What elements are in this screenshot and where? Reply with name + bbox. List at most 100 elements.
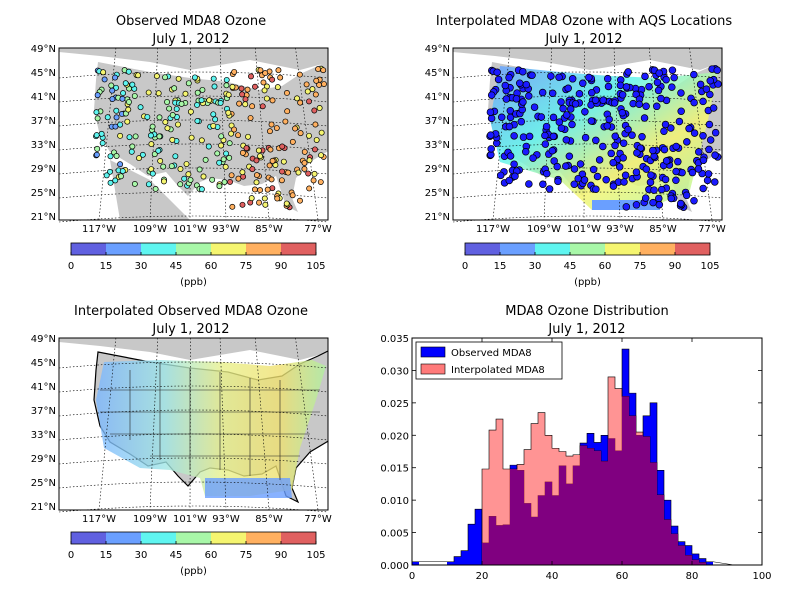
station-marker: [125, 106, 132, 113]
overlap-bar: [496, 525, 503, 565]
overlap-bar: [573, 465, 580, 565]
station-marker: [225, 91, 232, 98]
station-marker: [196, 166, 203, 173]
station-marker: [229, 203, 236, 210]
longitude-labels: 117°W 109°W 101°W 93°W 85°W 77°W: [82, 224, 332, 235]
x-tick-label: 40: [546, 571, 559, 582]
x-tick-label: 80: [686, 571, 699, 582]
station-marker: [235, 132, 241, 139]
longitude-label: 117°W: [82, 224, 116, 235]
parallel-line: [452, 119, 723, 127]
meridian-line: [613, 47, 621, 221]
station-marker: [216, 183, 223, 190]
colorbar-tick-label: 45: [170, 261, 183, 272]
meridian-line: [189, 47, 191, 221]
station-marker: [268, 176, 275, 183]
aqs-station-marker: [525, 92, 533, 100]
overlap-bar: [678, 545, 685, 565]
latitude-label: 21°N: [425, 212, 450, 223]
station-marker: [243, 145, 250, 152]
station-marker: [236, 100, 243, 107]
parallel-line: [452, 143, 723, 151]
station-marker: [316, 105, 323, 111]
station-marker: [107, 153, 114, 160]
station-marker: [295, 169, 302, 176]
meridian-line: [98, 337, 117, 511]
aqs-station-marker: [541, 140, 550, 148]
station-marker: [107, 179, 114, 186]
meridian-line: [219, 47, 227, 221]
colorbar-segment: [675, 243, 710, 255]
x-tick-label: 100: [752, 571, 771, 582]
legend-label-observed: Observed MDA8: [451, 348, 532, 359]
station-marker: [164, 99, 170, 105]
station-marker: [245, 133, 251, 140]
station-marker: [104, 114, 111, 121]
overlap-bar: [608, 438, 615, 565]
aqs-station-marker: [593, 172, 602, 181]
aqs-station-marker: [709, 104, 718, 112]
station-marker: [94, 92, 101, 99]
station-marker: [185, 171, 192, 178]
colorbar-unit-label: (ppb): [574, 277, 601, 288]
station-marker: [175, 75, 182, 82]
station-marker: [255, 147, 262, 154]
station-marker: [306, 132, 312, 139]
aqs-station-marker: [642, 102, 650, 110]
aqs-station-marker: [537, 113, 546, 121]
colorbar-tick-label: 105: [306, 550, 325, 561]
aqs-station-marker: [655, 194, 663, 203]
colorbar-tick-label: 75: [240, 261, 253, 272]
aqs-station-marker: [706, 136, 715, 144]
station-marker: [145, 181, 152, 188]
station-marker: [131, 93, 138, 99]
station-marker: [247, 115, 254, 121]
station-marker: [253, 179, 260, 186]
longitude-label: 101°W: [173, 514, 207, 525]
aqs-station-marker: [554, 177, 562, 186]
latitude-label: 37°N: [425, 116, 450, 127]
station-marker: [310, 177, 317, 184]
colorbar-segment: [176, 532, 211, 544]
aqs-station-marker: [653, 78, 662, 87]
aqs-station-marker: [676, 199, 685, 208]
colorbar-segment: [246, 243, 281, 255]
observation-markers: [93, 65, 327, 211]
station-marker: [289, 192, 296, 199]
station-marker: [284, 108, 291, 115]
aqs-station-marker: [642, 165, 651, 173]
colorbar-segment: [106, 532, 141, 544]
station-marker: [297, 130, 304, 137]
station-marker: [188, 134, 195, 141]
interpolated-observed-date: July 1, 2012: [151, 322, 229, 337]
aqs-station-marker: [549, 113, 558, 122]
colorbar-segment: [211, 243, 246, 255]
station-marker: [275, 67, 282, 74]
longitude-label: 77°W: [698, 224, 726, 235]
aqs-station-marker: [587, 88, 596, 97]
station-marker: [94, 145, 101, 152]
overlap-bar: [643, 436, 650, 565]
aqs-station-marker: [619, 139, 628, 147]
station-marker: [318, 152, 324, 159]
station-marker: [284, 90, 290, 96]
station-marker: [149, 123, 156, 130]
aqs-station-marker: [501, 81, 510, 90]
station-marker: [119, 168, 126, 175]
parallel-line: [58, 505, 329, 513]
colorbar-tick-label: 30: [135, 261, 148, 272]
aqs-station-marker: [654, 86, 663, 95]
meridian-line: [295, 337, 319, 511]
aqs-station-marker: [603, 122, 612, 130]
colorbar-segment: [281, 532, 316, 544]
aqs-station-marker: [589, 165, 598, 174]
station-marker: [198, 137, 205, 144]
station-marker: [283, 200, 290, 207]
station-marker: [194, 102, 200, 108]
station-marker: [266, 162, 273, 169]
aqs-station-marker: [662, 157, 671, 165]
station-marker: [289, 138, 296, 145]
station-marker: [239, 149, 246, 156]
station-marker: [155, 147, 162, 154]
